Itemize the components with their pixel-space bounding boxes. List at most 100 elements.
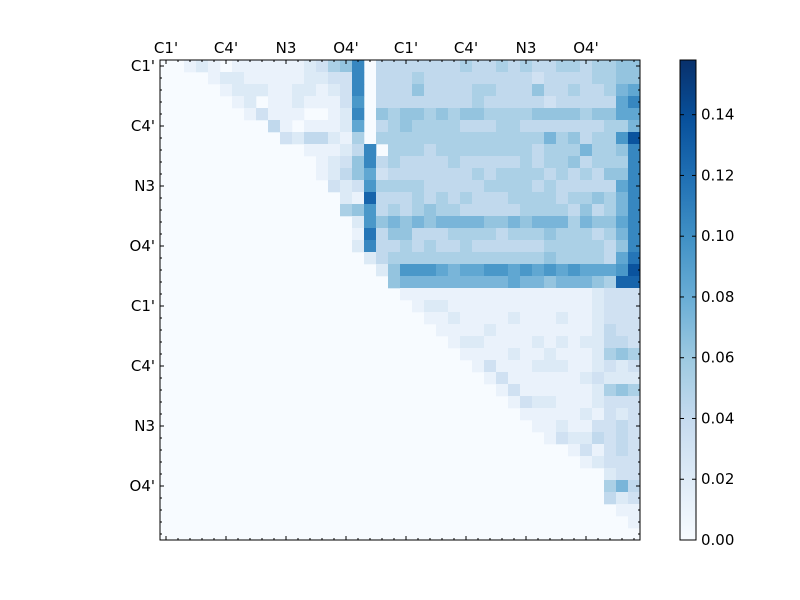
heatmap-cell <box>448 276 461 289</box>
heatmap-cell <box>352 60 365 73</box>
heatmap-cell <box>520 360 533 373</box>
heatmap-cell <box>532 216 545 229</box>
heatmap-cell <box>436 276 449 289</box>
heatmap-cell <box>340 120 353 133</box>
heatmap-cell <box>484 372 497 385</box>
heatmap-cell <box>436 96 449 109</box>
heatmap-cell <box>592 156 605 169</box>
heatmap-cell <box>556 216 569 229</box>
heatmap-cell <box>508 72 521 85</box>
heatmap-cell <box>316 144 329 157</box>
heatmap-cell <box>352 120 365 133</box>
heatmap-cell <box>604 396 617 409</box>
heatmap-cell <box>544 336 557 349</box>
heatmap-cell <box>352 132 365 145</box>
heatmap-cell <box>604 120 617 133</box>
heatmap-cell <box>544 156 557 169</box>
heatmap-cell <box>412 168 425 181</box>
heatmap-cell <box>496 168 509 181</box>
heatmap-cell <box>508 348 521 361</box>
heatmap-cell <box>412 84 425 97</box>
heatmap-cell <box>256 84 269 97</box>
heatmap-cell <box>532 348 545 361</box>
heatmap-cell <box>580 396 593 409</box>
heatmap-cell <box>472 348 485 361</box>
heatmap-cell <box>604 312 617 325</box>
heatmap-cell <box>568 228 581 241</box>
heatmap-cell <box>376 180 389 193</box>
heatmap-cell <box>484 288 497 301</box>
heatmap-cell <box>568 384 581 397</box>
heatmap-cell <box>244 84 257 97</box>
heatmap-cell <box>472 300 485 313</box>
heatmap-cell <box>460 96 473 109</box>
heatmap-cell <box>532 360 545 373</box>
heatmap-cell <box>580 372 593 385</box>
y-tick-label: C4' <box>131 357 155 375</box>
heatmap-cell <box>628 96 641 109</box>
heatmap-cell <box>376 156 389 169</box>
heatmap-cell <box>556 192 569 205</box>
heatmap-cell <box>484 216 497 229</box>
heatmap-cell <box>604 408 617 421</box>
heatmap-cell <box>556 120 569 133</box>
heatmap-cell <box>628 396 641 409</box>
heatmap-cell <box>388 60 401 73</box>
heatmap-cell <box>244 96 257 109</box>
y-tick-label: C1' <box>131 57 155 75</box>
heatmap-cell <box>328 132 341 145</box>
heatmap-cell <box>304 120 317 133</box>
heatmap-cell <box>436 72 449 85</box>
heatmap-cell <box>268 84 281 97</box>
heatmap-cell <box>568 264 581 277</box>
heatmap-cell <box>292 72 305 85</box>
heatmap-cell <box>268 72 281 85</box>
heatmap-cell <box>568 288 581 301</box>
heatmap-cell <box>352 192 365 205</box>
heatmap-cell <box>628 420 641 433</box>
heatmap-cell <box>532 252 545 265</box>
heatmap-cell <box>496 192 509 205</box>
heatmap-cell <box>484 192 497 205</box>
heatmap-cell <box>628 372 641 385</box>
heatmap-cell <box>484 60 497 73</box>
heatmap-cell <box>544 216 557 229</box>
heatmap-cell <box>556 432 569 445</box>
heatmap-cell <box>316 132 329 145</box>
heatmap-cell <box>400 192 413 205</box>
heatmap-cell <box>292 84 305 97</box>
heatmap-cell <box>484 276 497 289</box>
heatmap-cell <box>556 348 569 361</box>
heatmap-cell <box>424 168 437 181</box>
heatmap-cell <box>604 288 617 301</box>
heatmap-cell <box>604 228 617 241</box>
heatmap-cell <box>280 96 293 109</box>
colorbar-tick-label: 0.14 <box>701 106 734 124</box>
heatmap-cell <box>520 324 533 337</box>
heatmap-cell <box>604 192 617 205</box>
heatmap-cell <box>508 300 521 313</box>
heatmap-cell <box>616 504 629 517</box>
heatmap-cell <box>556 408 569 421</box>
heatmap-cell <box>376 192 389 205</box>
heatmap-cell <box>604 60 617 73</box>
heatmap-cell <box>568 204 581 217</box>
heatmap-cell <box>604 144 617 157</box>
heatmap-cell <box>436 192 449 205</box>
heatmap-cell <box>484 168 497 181</box>
heatmap-cell <box>568 348 581 361</box>
heatmap-cell <box>628 432 641 445</box>
heatmap-cell <box>532 264 545 277</box>
heatmap-cell <box>412 180 425 193</box>
heatmap-cell <box>448 84 461 97</box>
heatmap-cell <box>484 120 497 133</box>
x-tick-label: N3 <box>276 39 297 57</box>
heatmap-cell <box>436 144 449 157</box>
heatmap-cell <box>604 360 617 373</box>
heatmap-cell <box>520 240 533 253</box>
heatmap-cell <box>508 132 521 145</box>
heatmap-cell <box>220 72 233 85</box>
heatmap-cell <box>532 84 545 97</box>
heatmap-cell <box>616 72 629 85</box>
heatmap-cell <box>556 420 569 433</box>
